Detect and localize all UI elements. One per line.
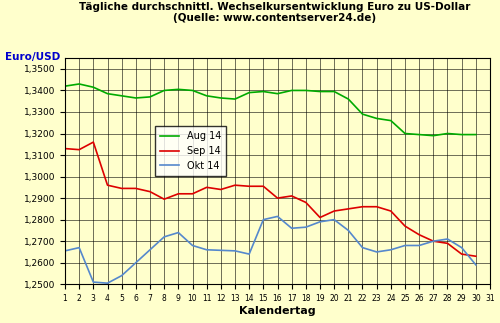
X-axis label: Kalendertag: Kalendertag — [239, 306, 316, 316]
Okt 14 — [118, 274, 124, 277]
Sep 14 — [90, 140, 96, 144]
Sep 14 — [76, 148, 82, 151]
Okt 14 — [473, 263, 479, 267]
Okt 14 — [430, 239, 436, 243]
Okt 14 — [444, 237, 450, 241]
Okt 14 — [288, 226, 294, 230]
Okt 14 — [76, 246, 82, 250]
Okt 14 — [62, 249, 68, 253]
Aug 14 — [118, 94, 124, 98]
Okt 14 — [190, 244, 196, 247]
Sep 14 — [374, 205, 380, 209]
Sep 14 — [260, 184, 266, 188]
Aug 14 — [260, 89, 266, 93]
Okt 14 — [90, 280, 96, 284]
Aug 14 — [374, 117, 380, 120]
Sep 14 — [62, 147, 68, 151]
Okt 14 — [402, 244, 408, 247]
Aug 14 — [62, 84, 68, 88]
Okt 14 — [246, 252, 252, 256]
Sep 14 — [176, 192, 182, 196]
Okt 14 — [346, 228, 352, 232]
Sep 14 — [246, 184, 252, 188]
Line: Aug 14: Aug 14 — [65, 84, 476, 136]
Sep 14 — [331, 209, 337, 213]
Aug 14 — [76, 82, 82, 86]
Aug 14 — [218, 96, 224, 100]
Sep 14 — [133, 186, 139, 190]
Aug 14 — [176, 88, 182, 91]
Aug 14 — [416, 133, 422, 137]
Okt 14 — [161, 235, 167, 239]
Aug 14 — [402, 131, 408, 135]
Sep 14 — [104, 183, 110, 187]
Sep 14 — [218, 188, 224, 192]
Aug 14 — [274, 92, 280, 96]
Sep 14 — [458, 252, 464, 256]
Sep 14 — [360, 205, 366, 209]
Aug 14 — [190, 89, 196, 92]
Sep 14 — [204, 185, 210, 189]
Aug 14 — [246, 91, 252, 95]
Aug 14 — [473, 133, 479, 137]
Sep 14 — [430, 239, 436, 243]
Aug 14 — [161, 89, 167, 92]
Aug 14 — [204, 94, 210, 98]
Okt 14 — [388, 248, 394, 252]
Aug 14 — [133, 96, 139, 100]
Aug 14 — [147, 95, 153, 99]
Sep 14 — [473, 254, 479, 258]
Okt 14 — [317, 220, 323, 224]
Aug 14 — [303, 89, 309, 92]
Sep 14 — [444, 241, 450, 245]
Line: Sep 14: Sep 14 — [65, 142, 476, 256]
Aug 14 — [232, 97, 238, 101]
Sep 14 — [274, 196, 280, 200]
Aug 14 — [288, 89, 294, 92]
Aug 14 — [317, 89, 323, 93]
Okt 14 — [204, 248, 210, 252]
Aug 14 — [104, 92, 110, 96]
Sep 14 — [317, 215, 323, 219]
Text: Tägliche durchschnittl. Wechselkursentwicklung Euro zu US-Dollar
(Quelle: www.co: Tägliche durchschnittl. Wechselkursentwi… — [80, 2, 470, 23]
Aug 14 — [90, 85, 96, 89]
Okt 14 — [260, 218, 266, 222]
Okt 14 — [458, 246, 464, 250]
Sep 14 — [346, 207, 352, 211]
Okt 14 — [104, 281, 110, 285]
Okt 14 — [331, 218, 337, 222]
Text: Euro/USD: Euro/USD — [5, 52, 60, 62]
Okt 14 — [303, 225, 309, 229]
Sep 14 — [118, 186, 124, 190]
Aug 14 — [346, 97, 352, 101]
Sep 14 — [147, 190, 153, 193]
Sep 14 — [402, 224, 408, 228]
Aug 14 — [444, 131, 450, 135]
Okt 14 — [416, 244, 422, 247]
Okt 14 — [274, 214, 280, 218]
Aug 14 — [360, 112, 366, 116]
Sep 14 — [416, 233, 422, 237]
Sep 14 — [288, 194, 294, 198]
Aug 14 — [388, 119, 394, 122]
Sep 14 — [388, 209, 394, 213]
Aug 14 — [430, 134, 436, 138]
Okt 14 — [176, 231, 182, 234]
Okt 14 — [374, 250, 380, 254]
Aug 14 — [458, 133, 464, 137]
Legend: Aug 14, Sep 14, Okt 14: Aug 14, Sep 14, Okt 14 — [155, 126, 226, 176]
Aug 14 — [331, 89, 337, 93]
Line: Okt 14: Okt 14 — [65, 216, 476, 283]
Sep 14 — [161, 197, 167, 201]
Sep 14 — [190, 192, 196, 196]
Okt 14 — [360, 246, 366, 250]
Okt 14 — [232, 249, 238, 253]
Sep 14 — [232, 183, 238, 187]
Sep 14 — [303, 201, 309, 204]
